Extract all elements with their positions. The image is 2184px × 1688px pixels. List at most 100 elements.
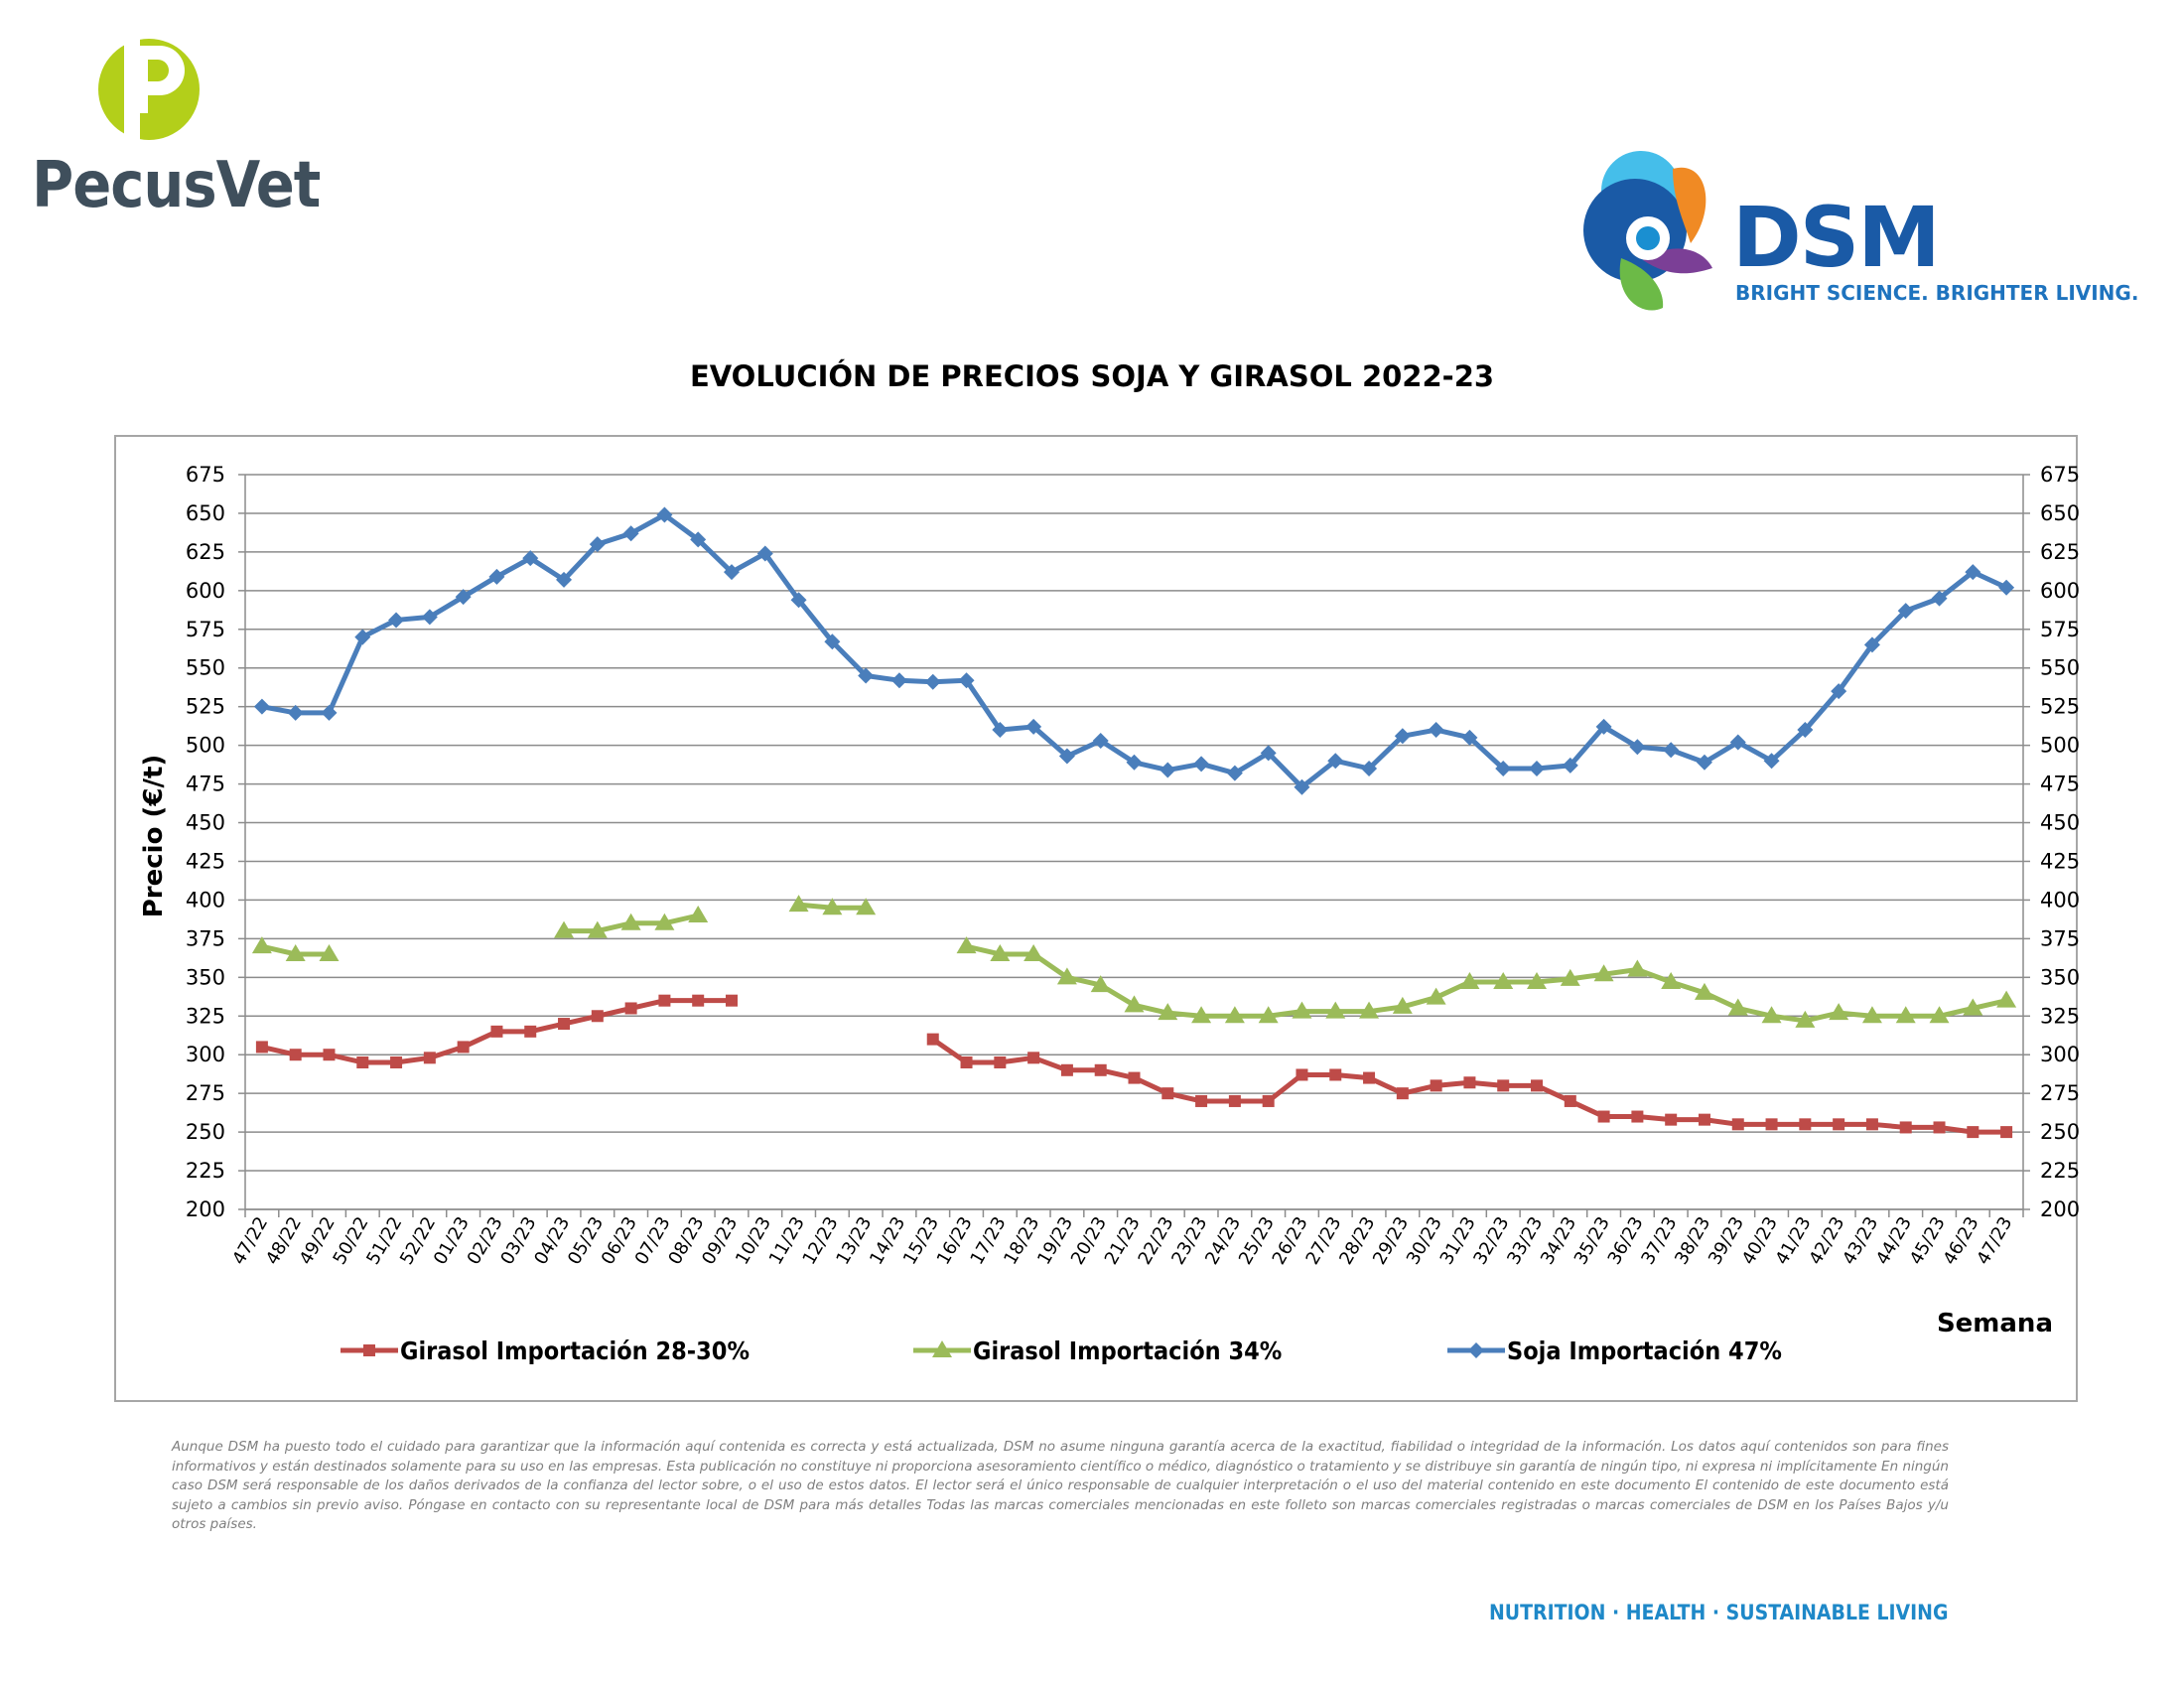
- triangle-marker: [1224, 1006, 1245, 1024]
- triangle-marker: [1258, 1006, 1279, 1024]
- diamond-marker: [1663, 742, 1680, 759]
- series-layer: [251, 506, 2017, 1139]
- diamond-marker: [1058, 748, 1075, 765]
- square-marker: [960, 1056, 973, 1068]
- disclaimer-text: Aunque DSM ha puesto todo el cuidado par…: [172, 1439, 1949, 1532]
- diamond-marker: [455, 589, 472, 606]
- y-tick-label-right: 225: [2040, 1159, 2080, 1183]
- diamond-marker: [723, 564, 740, 581]
- y-tick-label-right: 650: [2040, 501, 2080, 525]
- diamond-marker: [622, 525, 639, 542]
- square-marker: [1865, 1118, 1878, 1131]
- y-tick-label-right: 350: [2040, 965, 2080, 989]
- triangle-marker: [1996, 990, 2017, 1008]
- diamond-marker: [1361, 761, 1378, 776]
- gridlines: [245, 474, 2023, 1210]
- diamond-marker: [824, 633, 841, 650]
- triangle-marker: [654, 913, 675, 930]
- diamond-marker: [321, 704, 338, 721]
- diamond-marker: [1529, 761, 1546, 776]
- y-tick-label-right: 375: [2040, 926, 2080, 950]
- square-marker: [591, 1010, 604, 1023]
- triangle-marker: [1560, 968, 1580, 986]
- diamond-marker: [1260, 745, 1277, 762]
- diamond-marker: [1763, 753, 1780, 770]
- square-marker: [1161, 1087, 1174, 1100]
- triangle-marker: [1895, 1006, 1916, 1024]
- diamond-marker: [253, 698, 270, 715]
- y-tick-label: 675: [186, 463, 225, 487]
- diamond-marker: [1797, 722, 1814, 739]
- diamond-marker: [287, 704, 304, 721]
- triangle-marker: [956, 936, 977, 954]
- triangle-marker: [856, 898, 877, 915]
- triangle-marker: [1694, 982, 1714, 1000]
- diamond-marker: [354, 629, 371, 645]
- y-tick-label: 650: [186, 501, 225, 525]
- triangle-marker: [1158, 1003, 1178, 1021]
- y-tick-label-right: 500: [2040, 734, 2080, 758]
- square-marker: [1228, 1094, 1241, 1107]
- diamond-marker: [1998, 579, 2015, 596]
- triangle-marker: [788, 895, 809, 913]
- diamond-marker: [1294, 778, 1310, 795]
- square-marker: [457, 1041, 470, 1054]
- pecusvet-emblem-icon: [98, 38, 200, 142]
- triangle-marker: [1527, 971, 1548, 989]
- diamond-marker: [1696, 754, 1712, 771]
- square-marker: [490, 1025, 503, 1038]
- triangle-marker: [319, 943, 340, 961]
- axes: 200 200 225 225 250 250 275 275 300 300 325 325 350 3…: [186, 463, 2080, 1268]
- y-tick-label-right: 475: [2040, 773, 2080, 796]
- triangle-marker: [1392, 996, 1413, 1014]
- diamond-marker: [522, 550, 539, 567]
- triangle-marker: [1593, 964, 1614, 982]
- x-axis-title: Semana: [1937, 1309, 2053, 1338]
- square-marker: [1463, 1076, 1476, 1089]
- diamond-marker: [488, 568, 505, 585]
- diamond-marker: [589, 536, 606, 553]
- y-tick-label: 525: [186, 695, 225, 719]
- triangle-marker: [1090, 975, 1111, 993]
- y-tick-label: 500: [186, 734, 225, 758]
- diamond-marker: [1226, 765, 1243, 781]
- y-tick-label: 275: [186, 1081, 225, 1105]
- y-tick-label-right: 425: [2040, 849, 2080, 873]
- chart-title: EVOLUCIÓN DE PRECIOS SOJA Y GIRASOL 2022…: [689, 359, 1495, 393]
- square-marker: [994, 1056, 1007, 1068]
- series-line: [965, 943, 2007, 1024]
- triangle-marker: [1024, 943, 1044, 961]
- diamond-marker: [890, 672, 907, 689]
- dsm-logo: [1573, 149, 1722, 318]
- y-tick-label: 325: [186, 1004, 225, 1028]
- diamond-marker: [1595, 718, 1612, 735]
- x-tick-label: 47/23: [1973, 1213, 2016, 1268]
- square-marker: [1430, 1079, 1442, 1092]
- y-tick-label: 350: [186, 965, 225, 989]
- diamond-marker: [1428, 722, 1444, 739]
- y-tick-label: 450: [186, 811, 225, 835]
- square-marker: [1363, 1071, 1376, 1084]
- triangle-marker: [688, 906, 709, 922]
- diamond-marker: [992, 722, 1009, 739]
- chart-frame: [114, 435, 2078, 1402]
- square-marker: [1597, 1110, 1610, 1123]
- y-tick-label: 200: [186, 1197, 225, 1221]
- y-tick-label: 600: [186, 579, 225, 603]
- y-tick-label: 225: [186, 1159, 225, 1183]
- y-tick-label-right: 625: [2040, 540, 2080, 564]
- triangle-marker: [251, 936, 272, 954]
- diamond-marker: [790, 592, 807, 609]
- diamond-marker: [1193, 756, 1210, 773]
- footer-tagline: NUTRITION · HEALTH · SUSTAINABLE LIVING: [1489, 1601, 1949, 1624]
- diamond-marker: [1092, 732, 1109, 749]
- triangle-marker: [620, 913, 641, 930]
- diamond-marker: [1468, 1342, 1484, 1358]
- triangle-marker: [587, 920, 608, 938]
- series-2: [251, 895, 2017, 1028]
- dsm-swirl-icon: [1583, 151, 1712, 311]
- diamond-marker: [1495, 761, 1512, 776]
- y-axis-title: Precio (€/t): [139, 755, 169, 918]
- dsm-logo-text: DSM: [1732, 189, 1941, 286]
- triangle-marker: [1493, 971, 1514, 989]
